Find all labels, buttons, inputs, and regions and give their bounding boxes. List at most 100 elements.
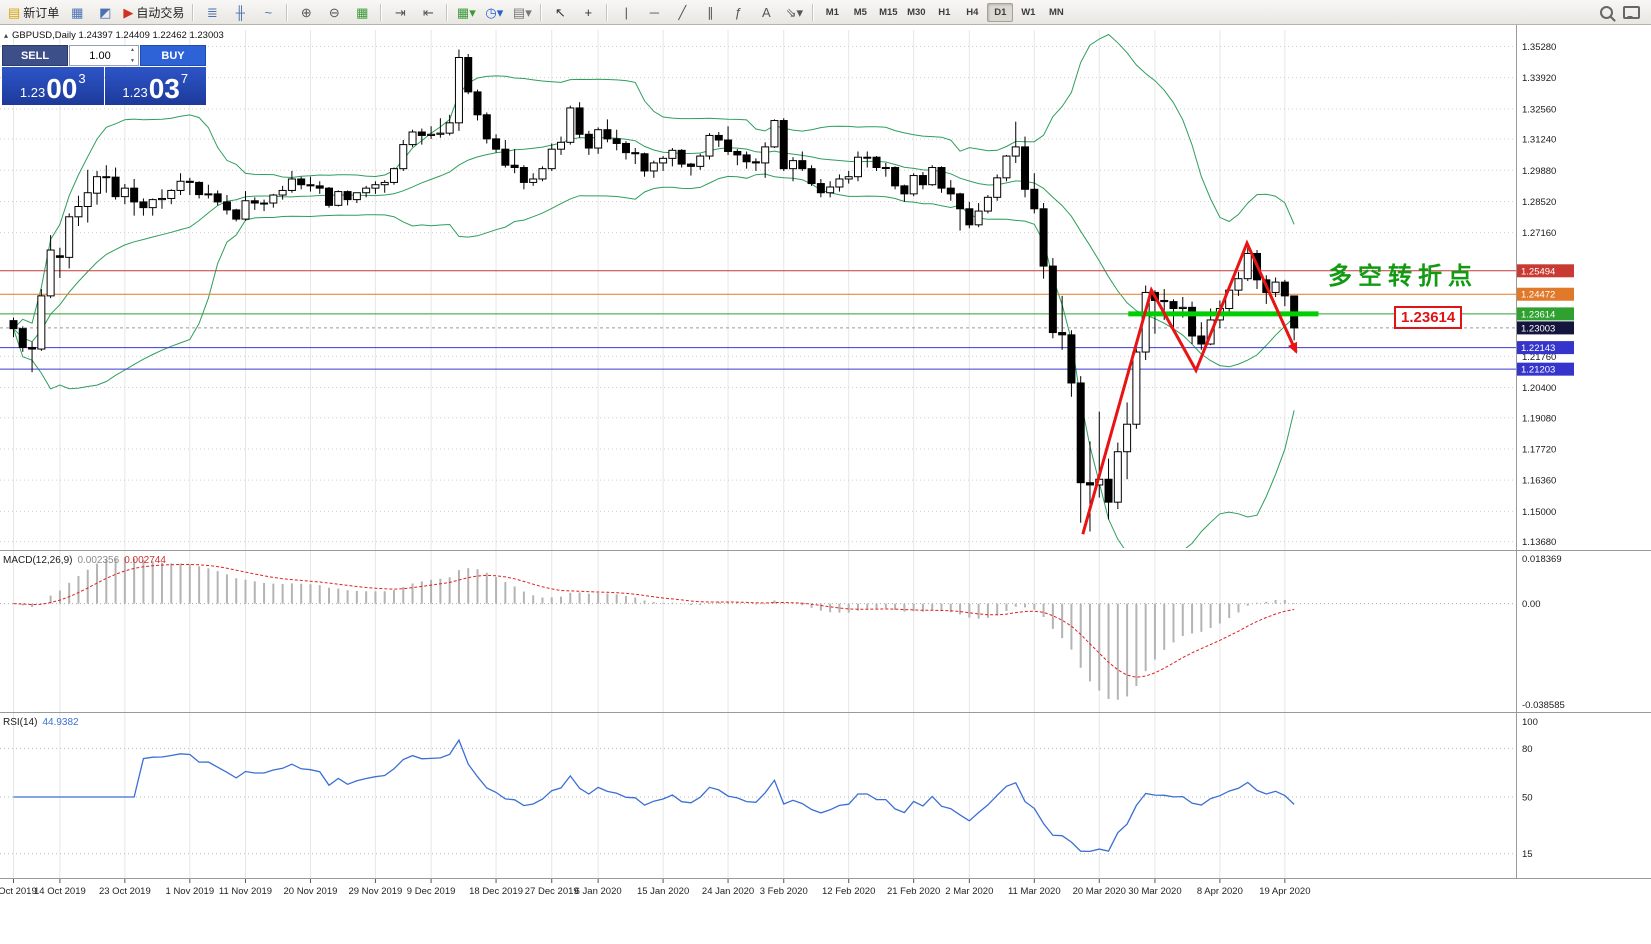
profile-icon-glyph: ◩	[99, 4, 112, 20]
svg-text:9 Dec 2019: 9 Dec 2019	[407, 886, 456, 897]
svg-text:24 Jan 2020: 24 Jan 2020	[702, 886, 754, 897]
rsi-panel	[0, 738, 1516, 855]
arrows-icon[interactable]: ⇘▾	[781, 2, 807, 22]
macd-name: MACD(12,26,9)	[3, 555, 73, 566]
symbol-ohlc-text: GBPUSD,Daily 1.24397 1.24409 1.22462 1.2…	[12, 30, 224, 41]
ask-pip-digit: 7	[180, 71, 189, 86]
auto-scroll-icon[interactable]: ⇥	[387, 2, 413, 22]
svg-text:100: 100	[1522, 717, 1538, 728]
one-click-collapse-icon[interactable]: ▴	[4, 31, 9, 40]
timeframe-m15-button[interactable]: M15	[879, 6, 898, 18]
svg-text:30 Mar 2020: 30 Mar 2020	[1128, 886, 1181, 897]
text-icon[interactable]: A	[753, 2, 779, 22]
svg-text:1.15000: 1.15000	[1522, 507, 1556, 518]
volume-stepper[interactable]: ▲ ▼	[128, 47, 137, 64]
ask-big-digits: 03	[148, 73, 180, 105]
macd-histogram	[21, 557, 1296, 700]
tile-windows-icon[interactable]: ▦	[349, 2, 375, 22]
svg-text:19 Apr 2020: 19 Apr 2020	[1259, 886, 1310, 897]
zoom-in-icon[interactable]: ⊕	[293, 2, 319, 22]
bollinger-upper	[13, 33, 1295, 330]
svg-text:50: 50	[1522, 793, 1533, 804]
svg-text:7 Oct 2019: 7 Oct 2019	[0, 886, 37, 897]
bid-prefix: 1.23	[19, 85, 46, 100]
horizontal-line-icon[interactable]: ─	[641, 2, 667, 22]
vertical-line-icon[interactable]: |	[613, 2, 639, 22]
panel-separators[interactable]	[0, 25, 1651, 879]
timeframe-mn-button[interactable]: MN	[1048, 6, 1064, 18]
svg-text:1.16360: 1.16360	[1522, 476, 1556, 487]
new-chart-icon[interactable]: ▦▾	[453, 2, 479, 22]
candlestick-chart-icon[interactable]: ╫	[227, 2, 253, 22]
svg-text:12 Feb 2020: 12 Feb 2020	[822, 886, 875, 897]
period-icon[interactable]: ◷▾	[481, 2, 507, 22]
svg-text:1.13680: 1.13680	[1522, 537, 1556, 548]
ask-price-panel[interactable]: 1.23 03 7	[104, 67, 206, 105]
timeframe-h4-button[interactable]: H4	[966, 6, 979, 18]
chat-icon[interactable]	[1623, 5, 1640, 19]
bid-pip-digit: 3	[78, 71, 86, 86]
channel-icon[interactable]: ∥	[697, 2, 723, 22]
svg-text:11 Nov 2019: 11 Nov 2019	[219, 886, 272, 897]
volume-field: ▲ ▼	[69, 45, 139, 66]
bid-price-panel[interactable]: 1.23 00 3	[2, 67, 104, 105]
svg-text:2 Mar 2020: 2 Mar 2020	[945, 886, 993, 897]
volume-input[interactable]	[70, 46, 138, 65]
svg-text:1.24472: 1.24472	[1521, 290, 1555, 301]
fibonacci-icon-glyph: ƒ	[734, 4, 742, 20]
toolbar-separator	[380, 3, 383, 21]
bollinger-lower	[13, 173, 1295, 548]
horizontal-level-lines[interactable]	[0, 270, 1516, 370]
turning-point-annotation[interactable]: 多空转折点	[1328, 263, 1478, 290]
chart-shift-icon[interactable]: ⇤	[415, 2, 441, 22]
bar-chart-icon[interactable]: ≣	[199, 2, 225, 22]
grid-lines	[0, 30, 1516, 878]
macd-axis: 0.018369 0.00 -0.038585	[1522, 554, 1565, 711]
trendline-icon[interactable]: ╱	[669, 2, 695, 22]
svg-text:1.23003: 1.23003	[1521, 323, 1555, 334]
fibonacci-icon[interactable]: ƒ	[725, 2, 751, 22]
candles-group	[9, 49, 1299, 532]
svg-text:15: 15	[1522, 849, 1533, 860]
search-icon[interactable]	[1600, 5, 1613, 19]
new-order-button[interactable]: ▤ 新订单	[5, 2, 62, 22]
one-click-trading-panel: SELL ▲ ▼ BUY 1.23 00 3 1.23 03 7	[2, 45, 206, 105]
trendline-icon-glyph: ╱	[678, 4, 687, 20]
timeframe-m1-button[interactable]: M1	[825, 6, 839, 18]
tile-windows-icon-glyph: ▦	[356, 4, 369, 20]
price-axis: 1.35280 1.33920 1.32560 1.31240 1.29880 1.285…	[1517, 42, 1574, 548]
new-chart-icon-glyph: ▦▾	[456, 4, 476, 20]
buy-button[interactable]: BUY	[140, 45, 206, 66]
zoom-out-icon[interactable]: ⊖	[321, 2, 347, 22]
toolbar: ▤ 新订单 ▦ ◩ ▶ 自动交易 ≣ ╫ ~ ⊕ ⊖ ▦ ⇥ ⇤ ▦▾ ◷▾ ▤▾ ↖ + | ─ ╱ ∥ ƒ A ⇘▾ M1 M5 M…	[0, 0, 1651, 25]
zigzag-trend-annotation[interactable]	[1081, 239, 1298, 535]
svg-text:3 Feb 2020: 3 Feb 2020	[760, 886, 808, 897]
toolbar-separator	[446, 3, 449, 21]
svg-text:8 Apr 2020: 8 Apr 2020	[1197, 886, 1243, 897]
auto-trading-button[interactable]: ▶ 自动交易	[120, 2, 187, 22]
svg-text:20 Mar 2020: 20 Mar 2020	[1073, 886, 1126, 897]
rsi-indicator-label: RSI(14) 44.9382	[3, 717, 79, 728]
macd-indicator-label: MACD(12,26,9) 0.002356 0.002744	[3, 555, 166, 566]
sell-button[interactable]: SELL	[2, 45, 68, 66]
profile-icon[interactable]: ◩	[92, 2, 118, 22]
timeframe-m5-button[interactable]: M5	[853, 6, 867, 18]
crosshair-icon-glyph: +	[584, 4, 593, 20]
timeframe-h1-button[interactable]: H1	[938, 6, 951, 18]
volume-down-icon[interactable]: ▼	[130, 58, 135, 64]
cursor-icon[interactable]: ↖	[547, 2, 573, 22]
line-chart-icon[interactable]: ~	[255, 2, 281, 22]
charts-grid-icon[interactable]: ▦	[64, 2, 90, 22]
bollinger-bands	[13, 33, 1295, 548]
timeframe-w1-button[interactable]: W1	[1021, 6, 1036, 18]
crosshair-icon[interactable]: +	[575, 2, 601, 22]
price-flag-annotation[interactable]: 1.23614	[1394, 306, 1463, 329]
timeframe-m30-button[interactable]: M30	[907, 6, 926, 18]
svg-text:18 Dec 2019: 18 Dec 2019	[469, 886, 523, 897]
timeframe-d1-button[interactable]: D1	[987, 2, 1014, 22]
svg-text:14 Oct 2019: 14 Oct 2019	[34, 886, 86, 897]
volume-up-icon[interactable]: ▲	[130, 47, 135, 53]
templates-icon[interactable]: ▤▾	[509, 2, 535, 22]
